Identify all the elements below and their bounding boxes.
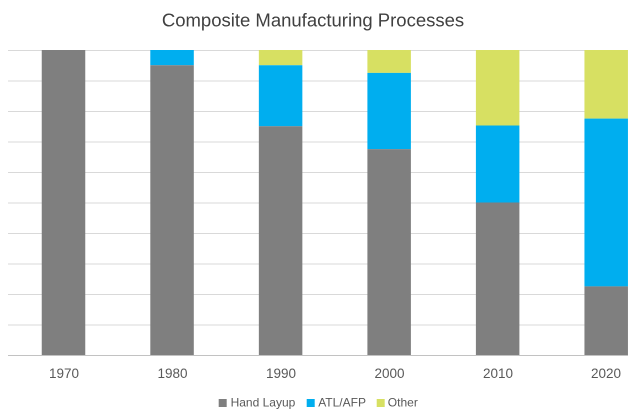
svg-text:1970: 1970	[49, 366, 79, 381]
svg-text:2000: 2000	[374, 366, 404, 381]
svg-text:Composite Manufacturing Proces: Composite Manufacturing Processes	[162, 10, 464, 31]
svg-text:Other: Other	[388, 396, 418, 410]
svg-text:2010: 2010	[483, 366, 513, 381]
svg-text:Hand Layup: Hand Layup	[231, 396, 296, 410]
svg-text:ATL/AFP: ATL/AFP	[318, 396, 366, 410]
svg-text:1980: 1980	[157, 366, 187, 381]
svg-text:2020: 2020	[591, 366, 621, 381]
svg-text:1990: 1990	[266, 366, 296, 381]
